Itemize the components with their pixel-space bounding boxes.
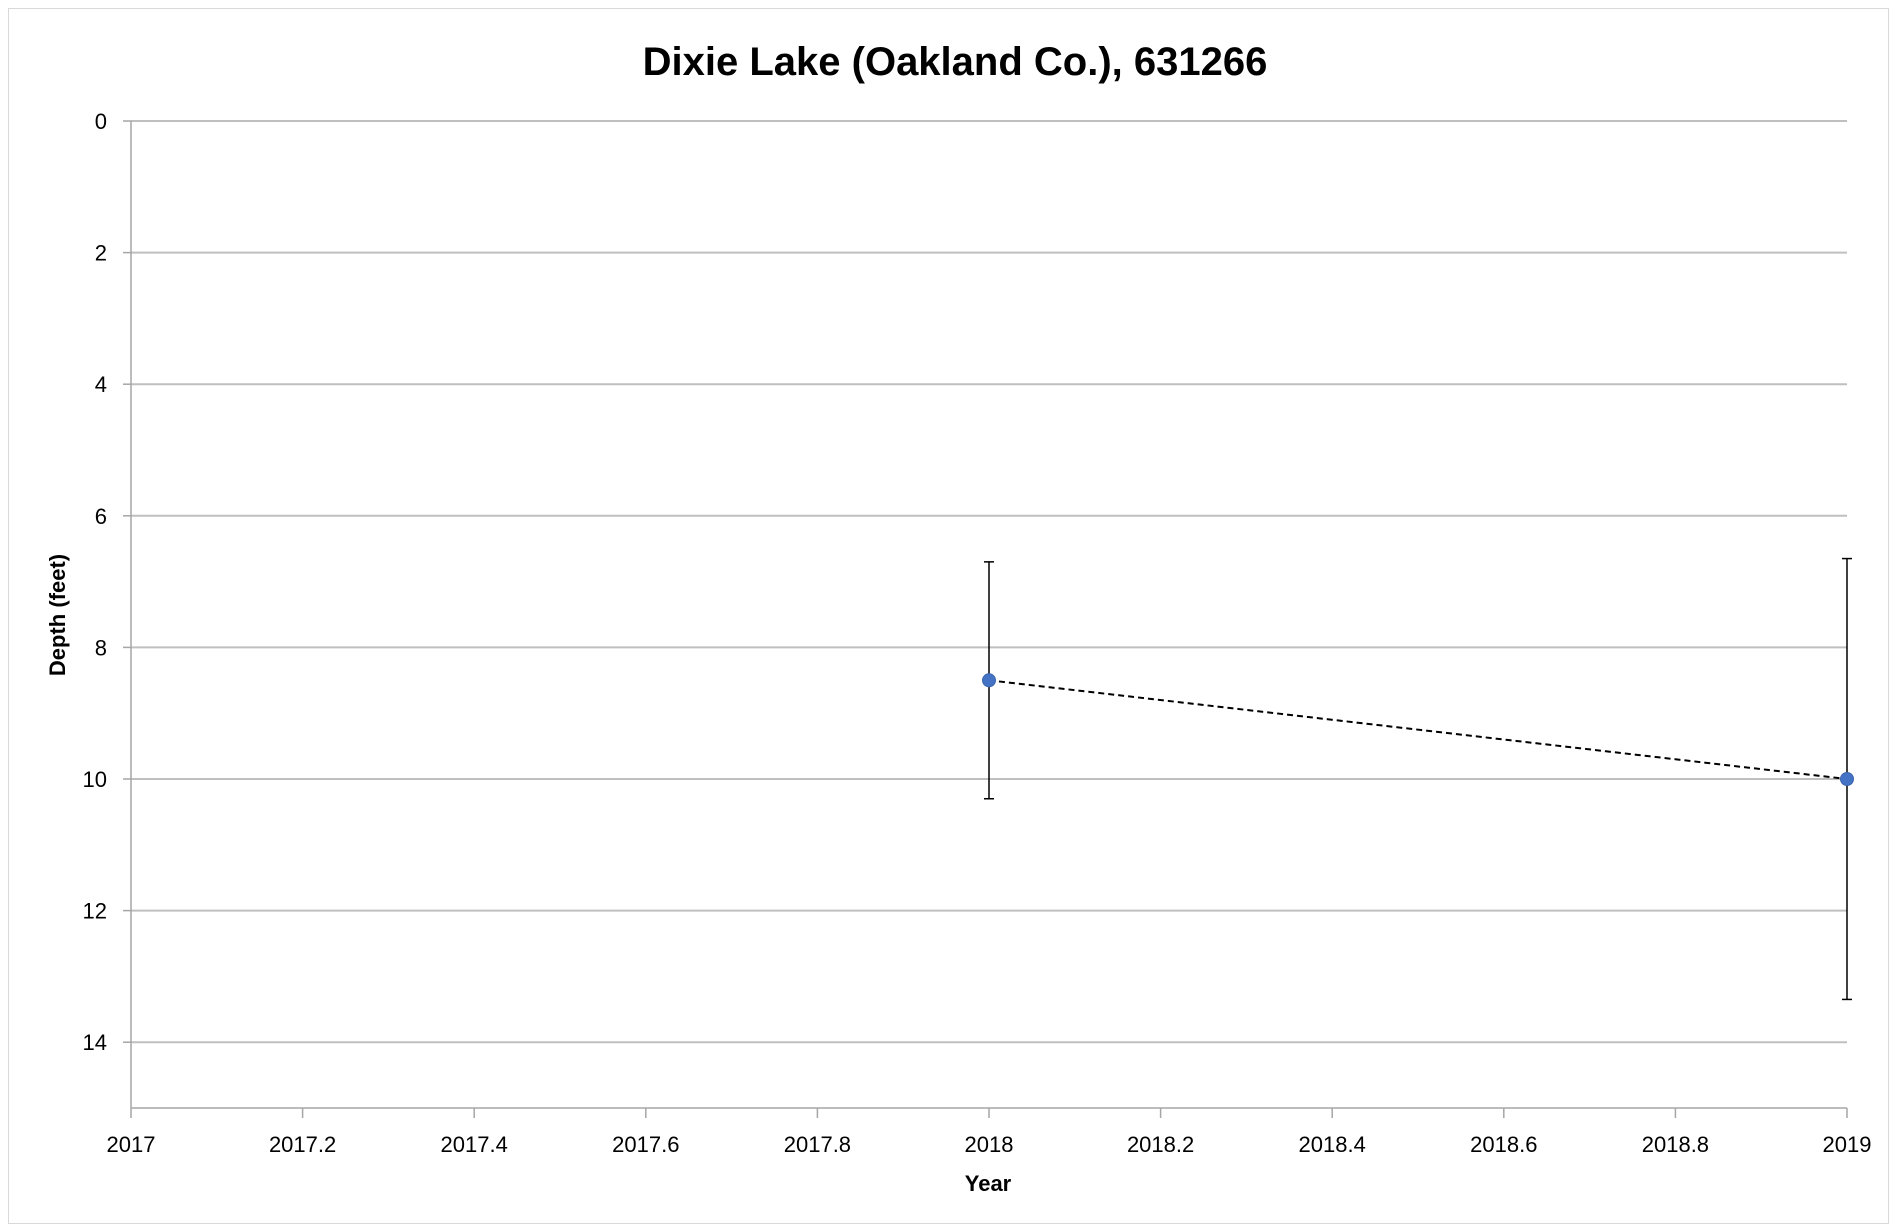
- axes: [123, 120, 1848, 1118]
- x-tick-labels: 2017 2017.2 2017.4 2017.6 2017.8 2018 2018.2 20…: [107, 1132, 1872, 1157]
- x-tick-label: 2017.2: [269, 1132, 336, 1157]
- x-tick-label: 2017.6: [612, 1132, 679, 1157]
- x-tick-label: 2018.2: [1127, 1132, 1194, 1157]
- chart-frame: [8, 8, 1889, 1224]
- y-axis-title: Depth (feet): [45, 554, 70, 676]
- series-line: [988, 679, 1848, 780]
- y-tick-labels: 0 2 4 6 8 10 12 14: [83, 109, 107, 1055]
- x-tick-label: 2018.8: [1642, 1132, 1709, 1157]
- x-tick-label: 2019: [1823, 1132, 1872, 1157]
- x-tick-label: 2017.8: [784, 1132, 851, 1157]
- data-point: [982, 673, 996, 688]
- y-tick-label: 0: [95, 109, 107, 134]
- x-tick-label: 2017: [107, 1132, 156, 1157]
- y-tick-label: 6: [95, 504, 107, 529]
- x-tick-label: 2017.4: [441, 1132, 508, 1157]
- chart-title: Dixie Lake (Oakland Co.), 631266: [643, 40, 1268, 84]
- y-tick-label: 8: [95, 635, 107, 660]
- x-axis-title: Year: [965, 1171, 1012, 1196]
- y-tick-label: 10: [83, 767, 107, 792]
- data-point: [1840, 772, 1854, 786]
- data-series: [982, 557, 1854, 1001]
- y-tick-label: 4: [95, 372, 107, 397]
- y-tick-label: 12: [83, 899, 107, 924]
- x-tick-label: 2018: [965, 1132, 1014, 1157]
- x-tick-label: 2018.6: [1470, 1132, 1537, 1157]
- y-tick-label: 14: [83, 1030, 107, 1055]
- x-tick-label: 2018.4: [1299, 1132, 1366, 1157]
- y-tick-label: 2: [95, 241, 107, 266]
